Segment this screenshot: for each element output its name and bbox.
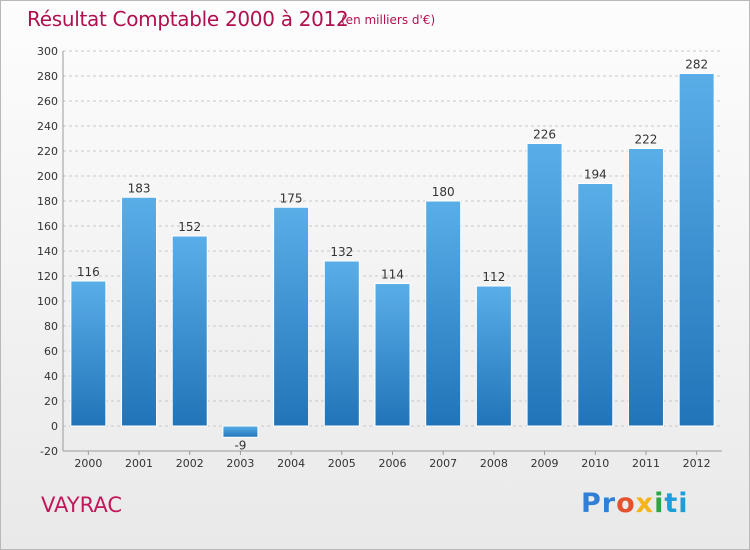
y-tick-label: 260 [37,95,58,108]
bar [70,280,107,427]
y-tick-label: 120 [37,270,58,283]
bar [171,235,208,427]
bar [475,285,512,427]
y-tick-label: 100 [37,295,58,308]
data-label: 175 [280,191,303,205]
bar [121,196,158,427]
data-label: 152 [178,220,201,234]
y-tick-label: 60 [44,345,58,358]
bar [323,260,360,427]
y-tick-label: 40 [44,370,58,383]
data-label: -9 [234,438,246,452]
y-tick-label: -20 [40,445,58,458]
x-tick-label: 2002 [176,457,204,470]
y-tick-label: 0 [51,420,58,433]
x-tick-label: 2005 [328,457,356,470]
data-label: 183 [128,181,151,195]
bar [425,200,462,427]
y-tick-label: 140 [37,245,58,258]
x-tick-label: 2000 [74,457,102,470]
y-tick-label: 180 [37,195,58,208]
x-tick-label: 2001 [125,457,153,470]
x-tick-label: 2007 [429,457,457,470]
place-name: VAYRAC [41,493,122,517]
data-label: 112 [482,270,505,284]
y-tick-label: 160 [37,220,58,233]
logo-part: x [635,488,655,519]
x-tick-label: 2006 [379,457,407,470]
x-tick-label: 2003 [226,457,254,470]
chart-subtitle: (en milliers d'€) [341,13,436,27]
y-tick-label: 300 [37,45,58,58]
chart-title: Résultat Comptable 2000 à 2012 [27,7,349,31]
data-label: 132 [330,245,353,259]
x-tick-label: 2010 [581,457,609,470]
x-tick-label: 2004 [277,457,305,470]
y-tick-label: 80 [44,320,58,333]
data-label: 222 [635,133,658,147]
bar [678,73,715,427]
logo-part: Pr [581,488,617,519]
bar [273,206,310,427]
logo-part: ti [664,488,689,519]
x-tick-label: 2009 [531,457,559,470]
y-tick-label: 220 [37,145,58,158]
data-label: 282 [685,58,708,72]
y-tick-label: 20 [44,395,58,408]
logo-part: i [654,488,665,519]
data-label: 226 [533,128,556,142]
bar [526,143,563,427]
y-tick-label: 240 [37,120,58,133]
bar [627,148,664,427]
y-tick-label: 280 [37,70,58,83]
data-label: 116 [77,265,100,279]
data-label: 114 [381,268,404,282]
logo-part: o [616,488,636,519]
x-tick-label: 2012 [683,457,711,470]
x-tick-label: 2011 [632,457,660,470]
data-label: 180 [432,185,455,199]
x-tick-label: 2008 [480,457,508,470]
bar [374,283,411,427]
proxiti-logo: Proxiti [581,488,689,519]
bar [222,425,259,438]
data-label: 194 [584,168,607,182]
bar [577,183,614,427]
y-tick-label: 200 [37,170,58,183]
